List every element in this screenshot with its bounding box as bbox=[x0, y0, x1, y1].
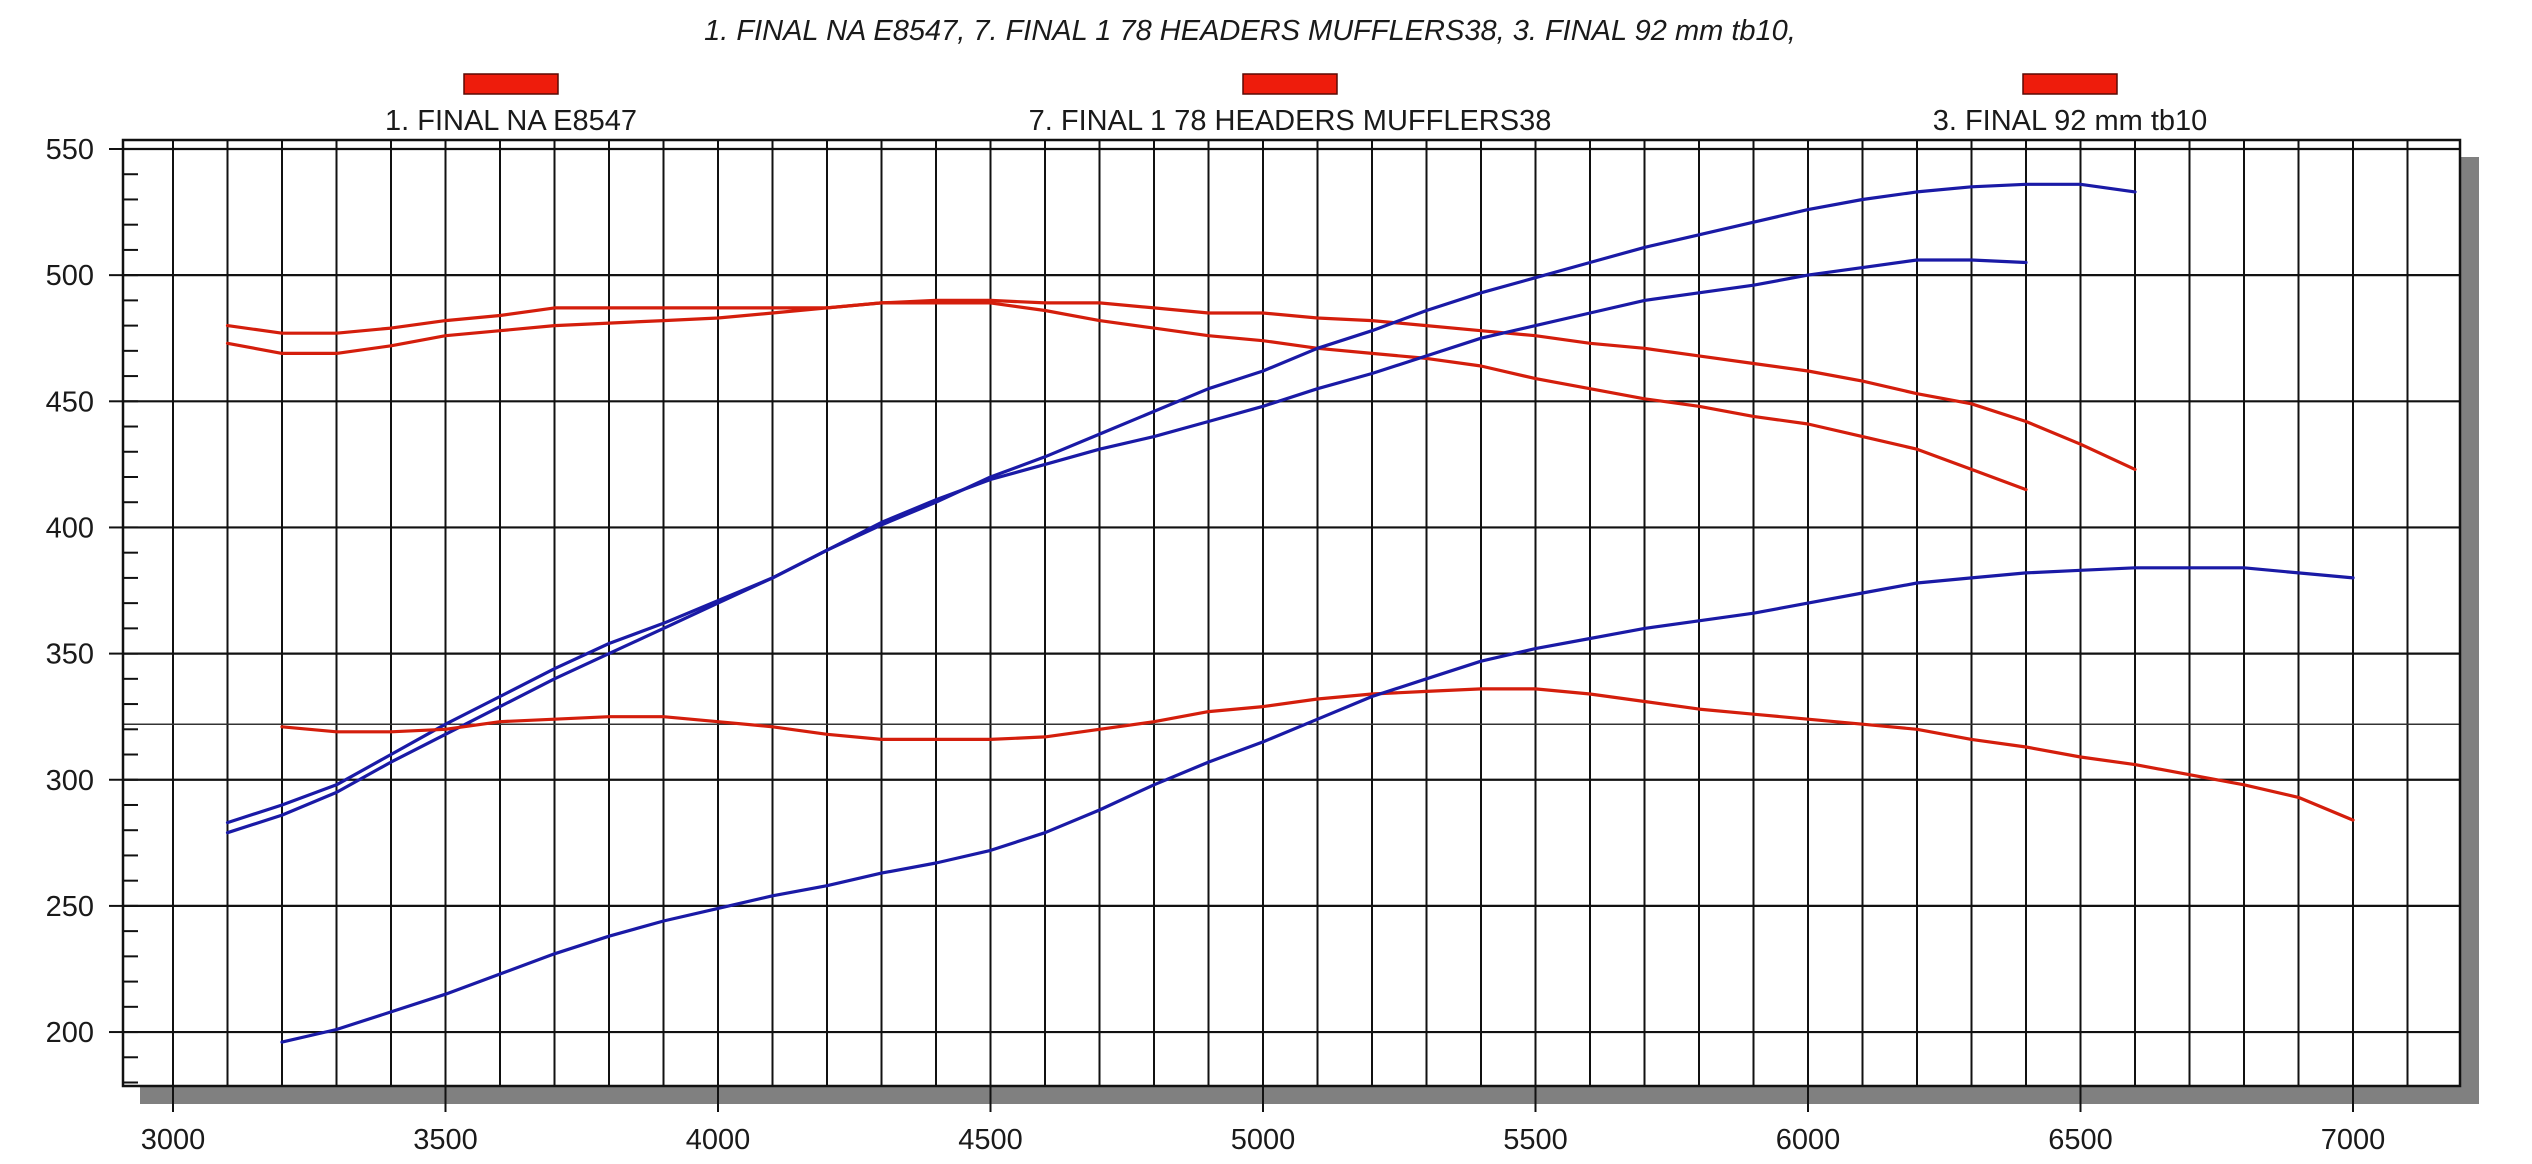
x-axis: 3000 3500 4000 4500 5000 5500 6000 6500 7000 bbox=[141, 1086, 2386, 1156]
y-tick-label: 350 bbox=[46, 639, 94, 671]
legend-item: 7. FINAL 1 78 HEADERS MUFFLERS38 bbox=[1029, 73, 1552, 137]
x-tick-label: 4500 bbox=[958, 1124, 1023, 1156]
data-series-line bbox=[225, 258, 2028, 835]
legend-label: 3. FINAL 92 mm tb10 bbox=[1933, 105, 2208, 137]
y-tick-label: 300 bbox=[46, 765, 94, 797]
x-tick-label: 3500 bbox=[413, 1124, 478, 1156]
data-series-line bbox=[280, 687, 2355, 822]
data-series-line bbox=[280, 566, 2355, 1044]
legend-swatch bbox=[1242, 73, 1338, 95]
legend-item: 3. FINAL 92 mm tb10 bbox=[1933, 73, 2208, 137]
x-tick-label: 5500 bbox=[1503, 1124, 1568, 1156]
x-tick-label: 4000 bbox=[686, 1124, 751, 1156]
y-axis: 200 250 300 350 400 450 500 550 bbox=[46, 134, 138, 1084]
series-layer bbox=[225, 182, 2355, 1044]
legend: 1. FINAL NA E8547 7. FINAL 1 78 HEADERS M… bbox=[385, 73, 2208, 137]
legend-swatch bbox=[2022, 73, 2118, 95]
x-tick-label: 3000 bbox=[141, 1124, 206, 1156]
plot-area bbox=[123, 140, 2460, 1086]
legend-swatch bbox=[463, 73, 559, 95]
chart-title: 1. FINAL NA E8547, 7. FINAL 1 78 HEADERS… bbox=[704, 15, 1796, 47]
grid-lines bbox=[123, 140, 2460, 1086]
y-tick-label: 550 bbox=[46, 134, 94, 166]
y-tick-label: 500 bbox=[46, 260, 94, 292]
data-series-line bbox=[225, 182, 2137, 825]
data-series-line bbox=[225, 301, 2028, 492]
x-tick-label: 6500 bbox=[2048, 1124, 2113, 1156]
y-tick-label: 450 bbox=[46, 386, 94, 418]
y-tick-label: 200 bbox=[46, 1017, 94, 1049]
x-tick-label: 6000 bbox=[1776, 1124, 1841, 1156]
y-tick-label: 400 bbox=[46, 512, 94, 544]
y-tick-label: 250 bbox=[46, 891, 94, 923]
x-tick-label: 7000 bbox=[2321, 1124, 2386, 1156]
x-tick-label: 5000 bbox=[1231, 1124, 1296, 1156]
plot-frame bbox=[121, 138, 2462, 1088]
legend-item: 1. FINAL NA E8547 bbox=[385, 73, 637, 137]
legend-label: 1. FINAL NA E8547 bbox=[385, 105, 637, 137]
data-series-line bbox=[225, 298, 2137, 471]
legend-label: 7. FINAL 1 78 HEADERS MUFFLERS38 bbox=[1029, 105, 1552, 137]
